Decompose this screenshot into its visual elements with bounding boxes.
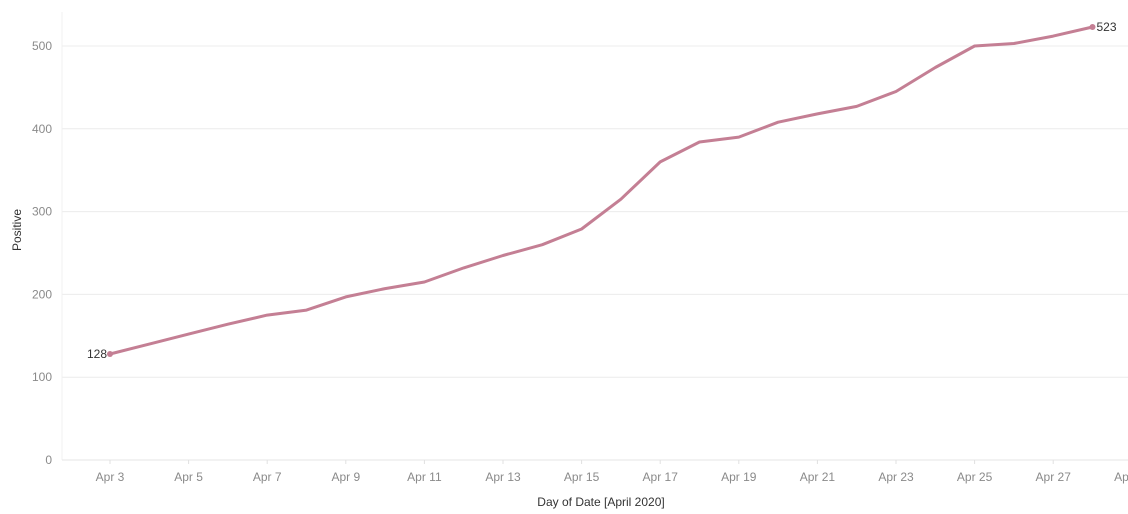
x-tick-label: Apr 7	[253, 470, 282, 484]
data-labels: 128 523	[87, 20, 1117, 361]
x-tick-label: Apr 27	[1036, 470, 1072, 484]
y-tick-label: 400	[32, 122, 52, 136]
x-tick-label: Apr 15	[564, 470, 600, 484]
y-tick-label: 100	[32, 370, 52, 384]
x-tick-label: Apr 25	[957, 470, 993, 484]
data-point	[737, 136, 740, 139]
series-line	[108, 25, 1094, 356]
data-point	[187, 333, 190, 336]
data-point	[266, 314, 269, 317]
x-tick-label: Apr 9	[331, 470, 360, 484]
data-label: 128	[87, 347, 107, 361]
data-point	[619, 198, 622, 201]
x-tick-label: Apr 23	[878, 470, 914, 484]
endpoint-marker	[107, 351, 113, 358]
x-tick-label: Apr 13	[485, 470, 521, 484]
x-axis-tick-labels: Apr 3 Apr 5 Apr 7 Apr 9 Apr 11 Apr 13 Apr 15 Ap…	[96, 460, 1128, 484]
data-point	[1052, 35, 1055, 38]
data-point	[344, 295, 347, 298]
y-tick-label: 0	[45, 453, 52, 467]
series-layer	[108, 25, 1094, 356]
data-point	[973, 45, 976, 48]
data-point	[423, 280, 426, 283]
x-tick-label: Apr 5	[174, 470, 203, 484]
x-tick-label: Apr 21	[800, 470, 836, 484]
data-point	[777, 121, 780, 124]
y-tick-label: 300	[32, 205, 52, 219]
y-tick-label: 200	[32, 287, 52, 301]
data-point	[698, 141, 701, 144]
data-point	[816, 112, 819, 115]
data-label: 523	[1097, 20, 1117, 34]
x-tick-label: Apr 29	[1114, 470, 1128, 484]
data-point	[934, 66, 937, 69]
y-tick-label: 500	[32, 39, 52, 53]
data-point	[502, 254, 505, 257]
x-tick-label: Apr 19	[721, 470, 757, 484]
data-point	[305, 309, 308, 312]
y-axis-tick-labels: 0 100 200 300 400 500	[32, 39, 52, 467]
x-tick-label: Apr 11	[407, 470, 442, 484]
data-point	[226, 323, 229, 326]
data-point	[659, 160, 662, 163]
gridlines	[61, 12, 1128, 460]
data-point	[148, 343, 151, 346]
endpoint-marker	[1089, 23, 1096, 30]
x-tick-label: Apr 17	[643, 470, 679, 484]
data-point	[541, 243, 544, 246]
x-tick-label: Apr 3	[96, 470, 125, 484]
data-point	[462, 266, 465, 269]
data-point	[384, 287, 387, 290]
x-axis-title: Day of Date [April 2020]	[537, 495, 664, 509]
data-point	[1012, 42, 1015, 45]
data-point	[580, 227, 583, 230]
data-point	[855, 105, 858, 108]
data-point	[895, 90, 898, 93]
y-axis-title: Positive	[10, 209, 24, 251]
